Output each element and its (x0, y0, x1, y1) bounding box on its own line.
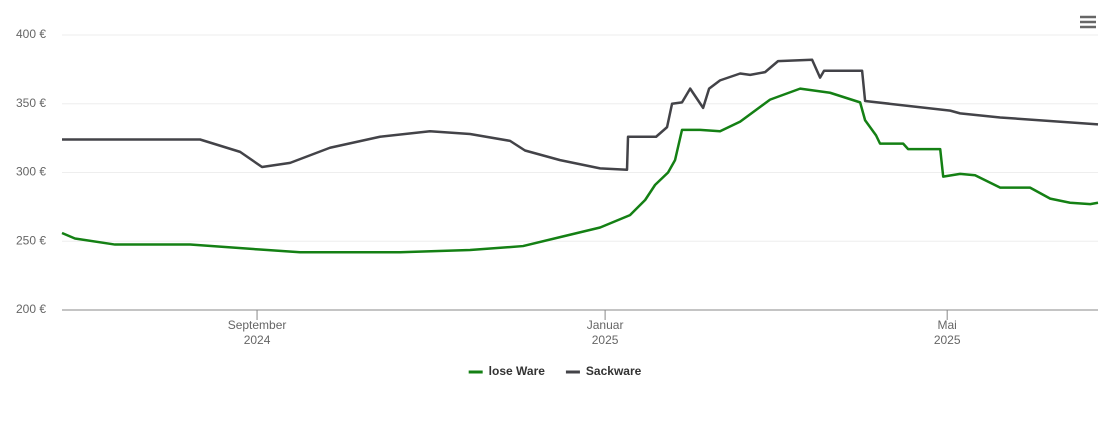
legend: lose Ware Sackware (468, 364, 642, 378)
menu-button[interactable] (1079, 15, 1097, 29)
y-tick-label: 350 € (16, 96, 46, 110)
legend-label: Sackware (586, 364, 642, 378)
legend-item[interactable]: lose Ware (468, 364, 546, 378)
y-tick-label: 250 € (16, 233, 46, 247)
line (61, 87, 1099, 254)
x-tick-label: Januar 2025 (587, 318, 624, 347)
line (62, 58, 1099, 171)
y-tick-label: 400 € (16, 27, 46, 41)
legend-label: lose Ware (489, 364, 546, 378)
y-tick-label: 200 € (16, 302, 46, 316)
y-tick-label: 300 € (16, 165, 46, 179)
x-tick-label: Mai 2025 (934, 318, 961, 347)
x-tick-label: September 2024 (228, 318, 287, 347)
legend-item[interactable]: Sackware (565, 364, 642, 378)
